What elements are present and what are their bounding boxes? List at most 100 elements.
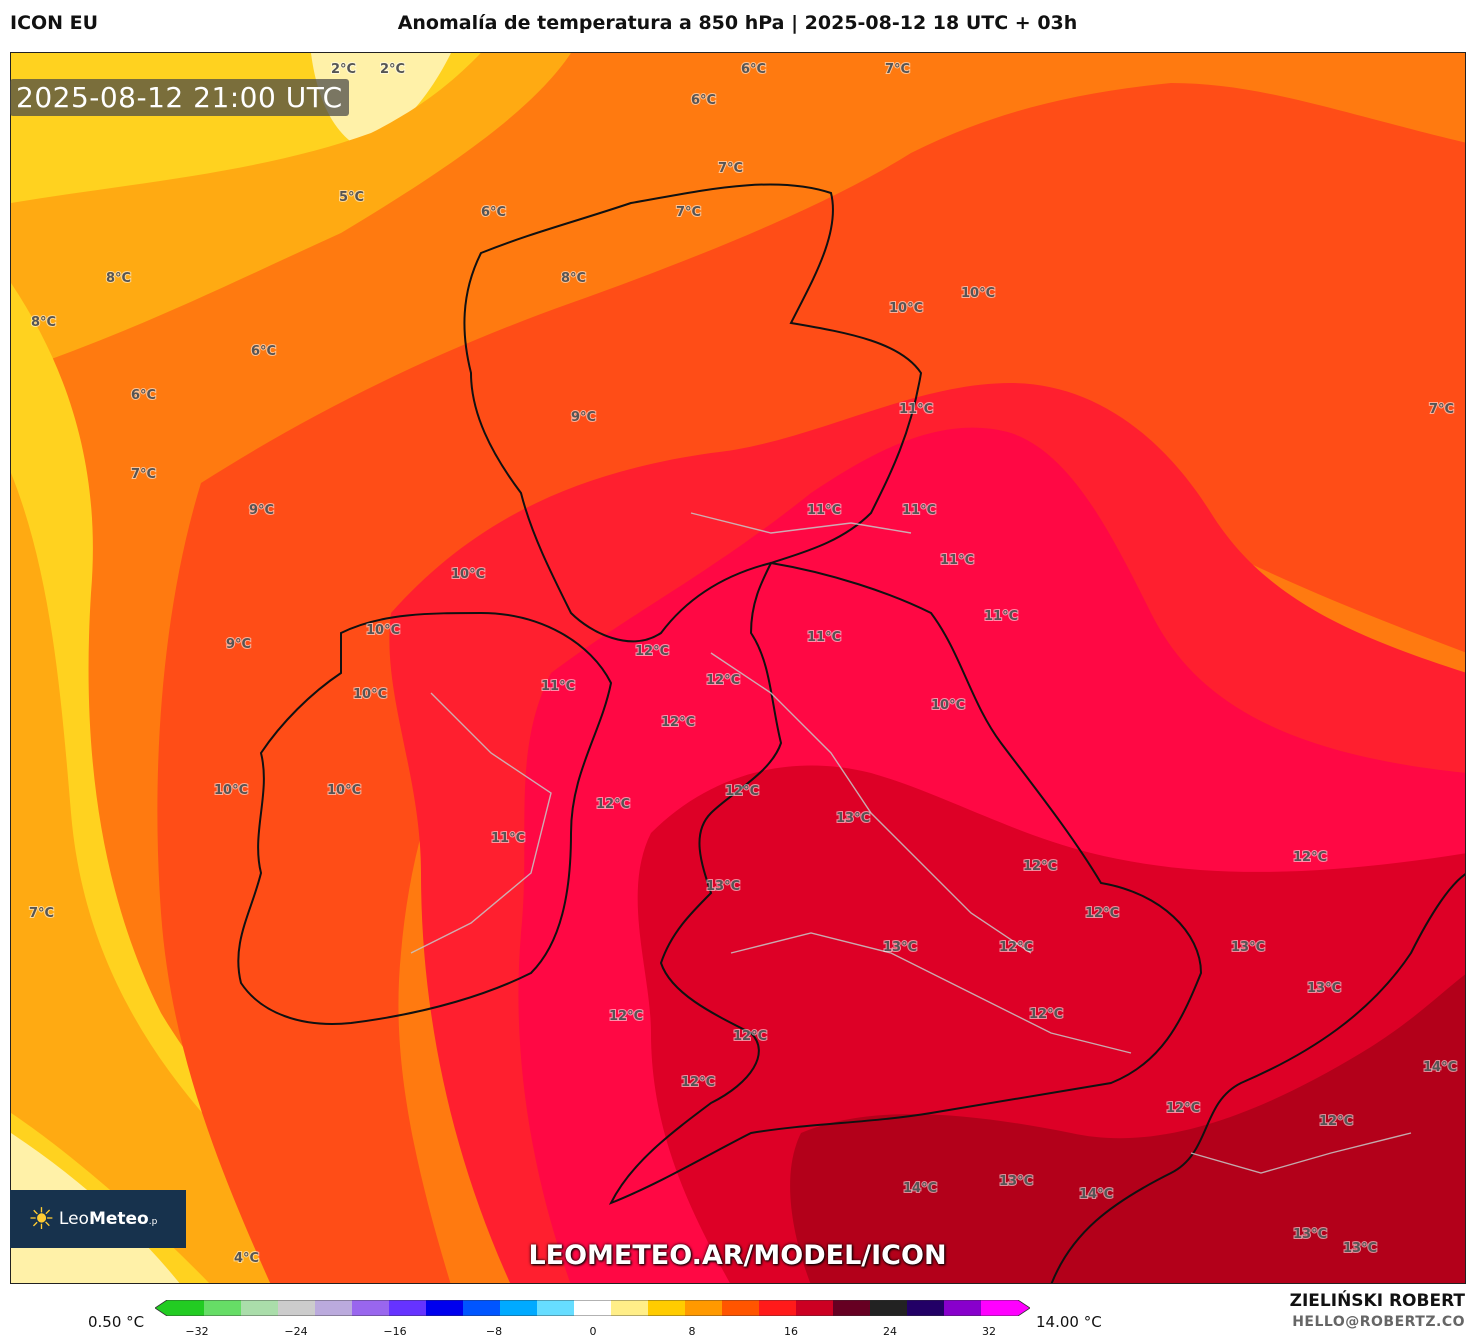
temperature-label: 14°C	[1079, 1187, 1113, 1202]
temperature-label: 12°C	[661, 715, 695, 730]
temperature-label: 12°C	[635, 644, 669, 659]
colorbar-tick-label: −24	[284, 1325, 308, 1338]
temperature-label: 10°C	[961, 286, 995, 301]
temperature-label: 10°C	[451, 567, 485, 582]
coastline-england-wales	[608, 561, 1203, 1205]
temperature-label: 13°C	[1231, 940, 1265, 955]
colorbar-swatch	[759, 1300, 797, 1316]
temperature-label: 13°C	[706, 879, 740, 894]
temperature-label: 7°C	[131, 467, 156, 482]
colorbar-swatch	[352, 1300, 390, 1316]
colorbar-tick-label: −32	[185, 1325, 209, 1338]
temperature-label: 12°C	[733, 1029, 767, 1044]
temperature-label: 12°C	[706, 673, 740, 688]
temperature-label: 13°C	[999, 1174, 1033, 1189]
temperature-label: 10°C	[327, 783, 361, 798]
colorbar-swatch	[500, 1300, 538, 1316]
colorbar-arrow-max	[1018, 1300, 1030, 1316]
temperature-label: 13°C	[1307, 981, 1341, 996]
colorbar-swatch	[981, 1300, 1019, 1316]
colorbar-swatch	[685, 1300, 723, 1316]
temperature-label: 6°C	[741, 62, 766, 77]
temperature-label: 7°C	[1429, 402, 1454, 417]
colorbar-swatch	[722, 1300, 760, 1316]
colorbar-swatch	[463, 1300, 501, 1316]
temperature-label: 5°C	[339, 190, 364, 205]
temperature-label: 14°C	[1423, 1060, 1457, 1075]
temperature-label: 13°C	[883, 940, 917, 955]
temperature-label: 2°C	[331, 62, 356, 77]
admin-borders	[410, 512, 1412, 1174]
temperature-label: 6°C	[131, 388, 156, 403]
colorbar-swatch	[278, 1300, 316, 1316]
colorbar-swatch	[241, 1300, 279, 1316]
temperature-label: 13°C	[1343, 1241, 1377, 1256]
temperature-labels: 2°C 2°C 6°C 7°C 6°C 7°C 5°C 6°C 7°C 8°C 8°C 8°C 10°C…	[28, 61, 1458, 1267]
map-canvas: 2°C 2°C 6°C 7°C 6°C 7°C 5°C 6°C 7°C 8°C 8°C 8°C 10°C…	[11, 53, 1465, 1283]
temperature-label: 11°C	[541, 679, 575, 694]
temperature-label: 9°C	[571, 410, 596, 425]
band-light-north	[311, 53, 451, 148]
temperature-label: 12°C	[609, 1009, 643, 1024]
temperature-label: 8°C	[31, 315, 56, 330]
colorbar-arrow-min	[155, 1300, 167, 1316]
band-orange-light-west	[11, 473, 340, 1283]
temperature-label: 10°C	[931, 698, 965, 713]
band-red-orange	[157, 83, 1465, 1283]
temperature-label: 6°C	[481, 205, 506, 220]
temperature-label: 12°C	[1029, 1007, 1063, 1022]
temperature-label: 11°C	[899, 402, 933, 417]
colorbar-max-label: 14.00 °C	[1036, 1313, 1102, 1331]
temperature-label: 10°C	[214, 783, 248, 798]
band-deep-red	[790, 974, 1465, 1283]
temperature-label: 11°C	[491, 831, 525, 846]
temperature-label: 8°C	[561, 271, 586, 286]
colorbar-swatch	[833, 1300, 871, 1316]
colorbar-swatch	[796, 1300, 834, 1316]
coastline-ireland	[237, 611, 613, 1025]
temperature-label: 7°C	[676, 205, 701, 220]
colorbar-tick-label: 8	[688, 1325, 696, 1338]
band-orange-light-north	[11, 53, 571, 373]
leometeo-logo: ☀ LeoMeteo.p	[10, 1190, 186, 1248]
colorbar-swatch	[907, 1300, 945, 1316]
colorbar-tick-label: 0	[589, 1325, 597, 1338]
temperature-label: 6°C	[251, 344, 276, 359]
colorbar-tick-label: −8	[485, 1325, 503, 1338]
model-name: ICON EU	[10, 12, 99, 34]
temperature-label: 14°C	[903, 1181, 937, 1196]
source-watermark: LEOMETEO.AR/MODEL/ICON	[528, 1240, 947, 1271]
temperature-label: 7°C	[885, 62, 910, 77]
sun-icon: ☀	[28, 1201, 55, 1237]
temperature-label: 10°C	[366, 623, 400, 638]
author-contact: HELLO@ROBERTZ.CO	[1292, 1314, 1465, 1330]
temperature-label: 12°C	[999, 940, 1033, 955]
colorbar-swatch	[574, 1300, 612, 1316]
temperature-label: 11°C	[902, 503, 936, 518]
temperature-anomaly-map[interactable]: 2°C 2°C 6°C 7°C 6°C 7°C 5°C 6°C 7°C 8°C 8°C 8°C 10°C…	[10, 52, 1466, 1284]
temperature-label: 10°C	[353, 687, 387, 702]
map-title: Anomalía de temperatura a 850 hPa | 2025…	[397, 12, 1078, 34]
temperature-label: 11°C	[940, 553, 974, 568]
colorbar-swatch	[426, 1300, 464, 1316]
colorbar-swatch	[944, 1300, 982, 1316]
temperature-label: 11°C	[807, 630, 841, 645]
colorbar-swatch	[648, 1300, 686, 1316]
temperature-label: 12°C	[1293, 850, 1327, 865]
temperature-label: 4°C	[234, 1251, 259, 1266]
colorbar-swatch	[389, 1300, 427, 1316]
colorbar-swatch	[537, 1300, 575, 1316]
colorbar	[155, 1300, 1030, 1316]
colorbar-min-label: 0.50 °C	[88, 1313, 145, 1331]
coastline-continent	[1050, 873, 1465, 1283]
temperature-label: 7°C	[29, 906, 54, 921]
temperature-label: 7°C	[718, 161, 743, 176]
colorbar-swatch	[167, 1300, 205, 1316]
temperature-label: 12°C	[1085, 906, 1119, 921]
colorbar-tick-label: −16	[383, 1325, 407, 1338]
colorbar-tick-label: 24	[883, 1325, 897, 1338]
temperature-label: 12°C	[596, 797, 630, 812]
temperature-label: 13°C	[1293, 1227, 1327, 1242]
temperature-label: 9°C	[249, 503, 274, 518]
temperature-label: 12°C	[681, 1075, 715, 1090]
